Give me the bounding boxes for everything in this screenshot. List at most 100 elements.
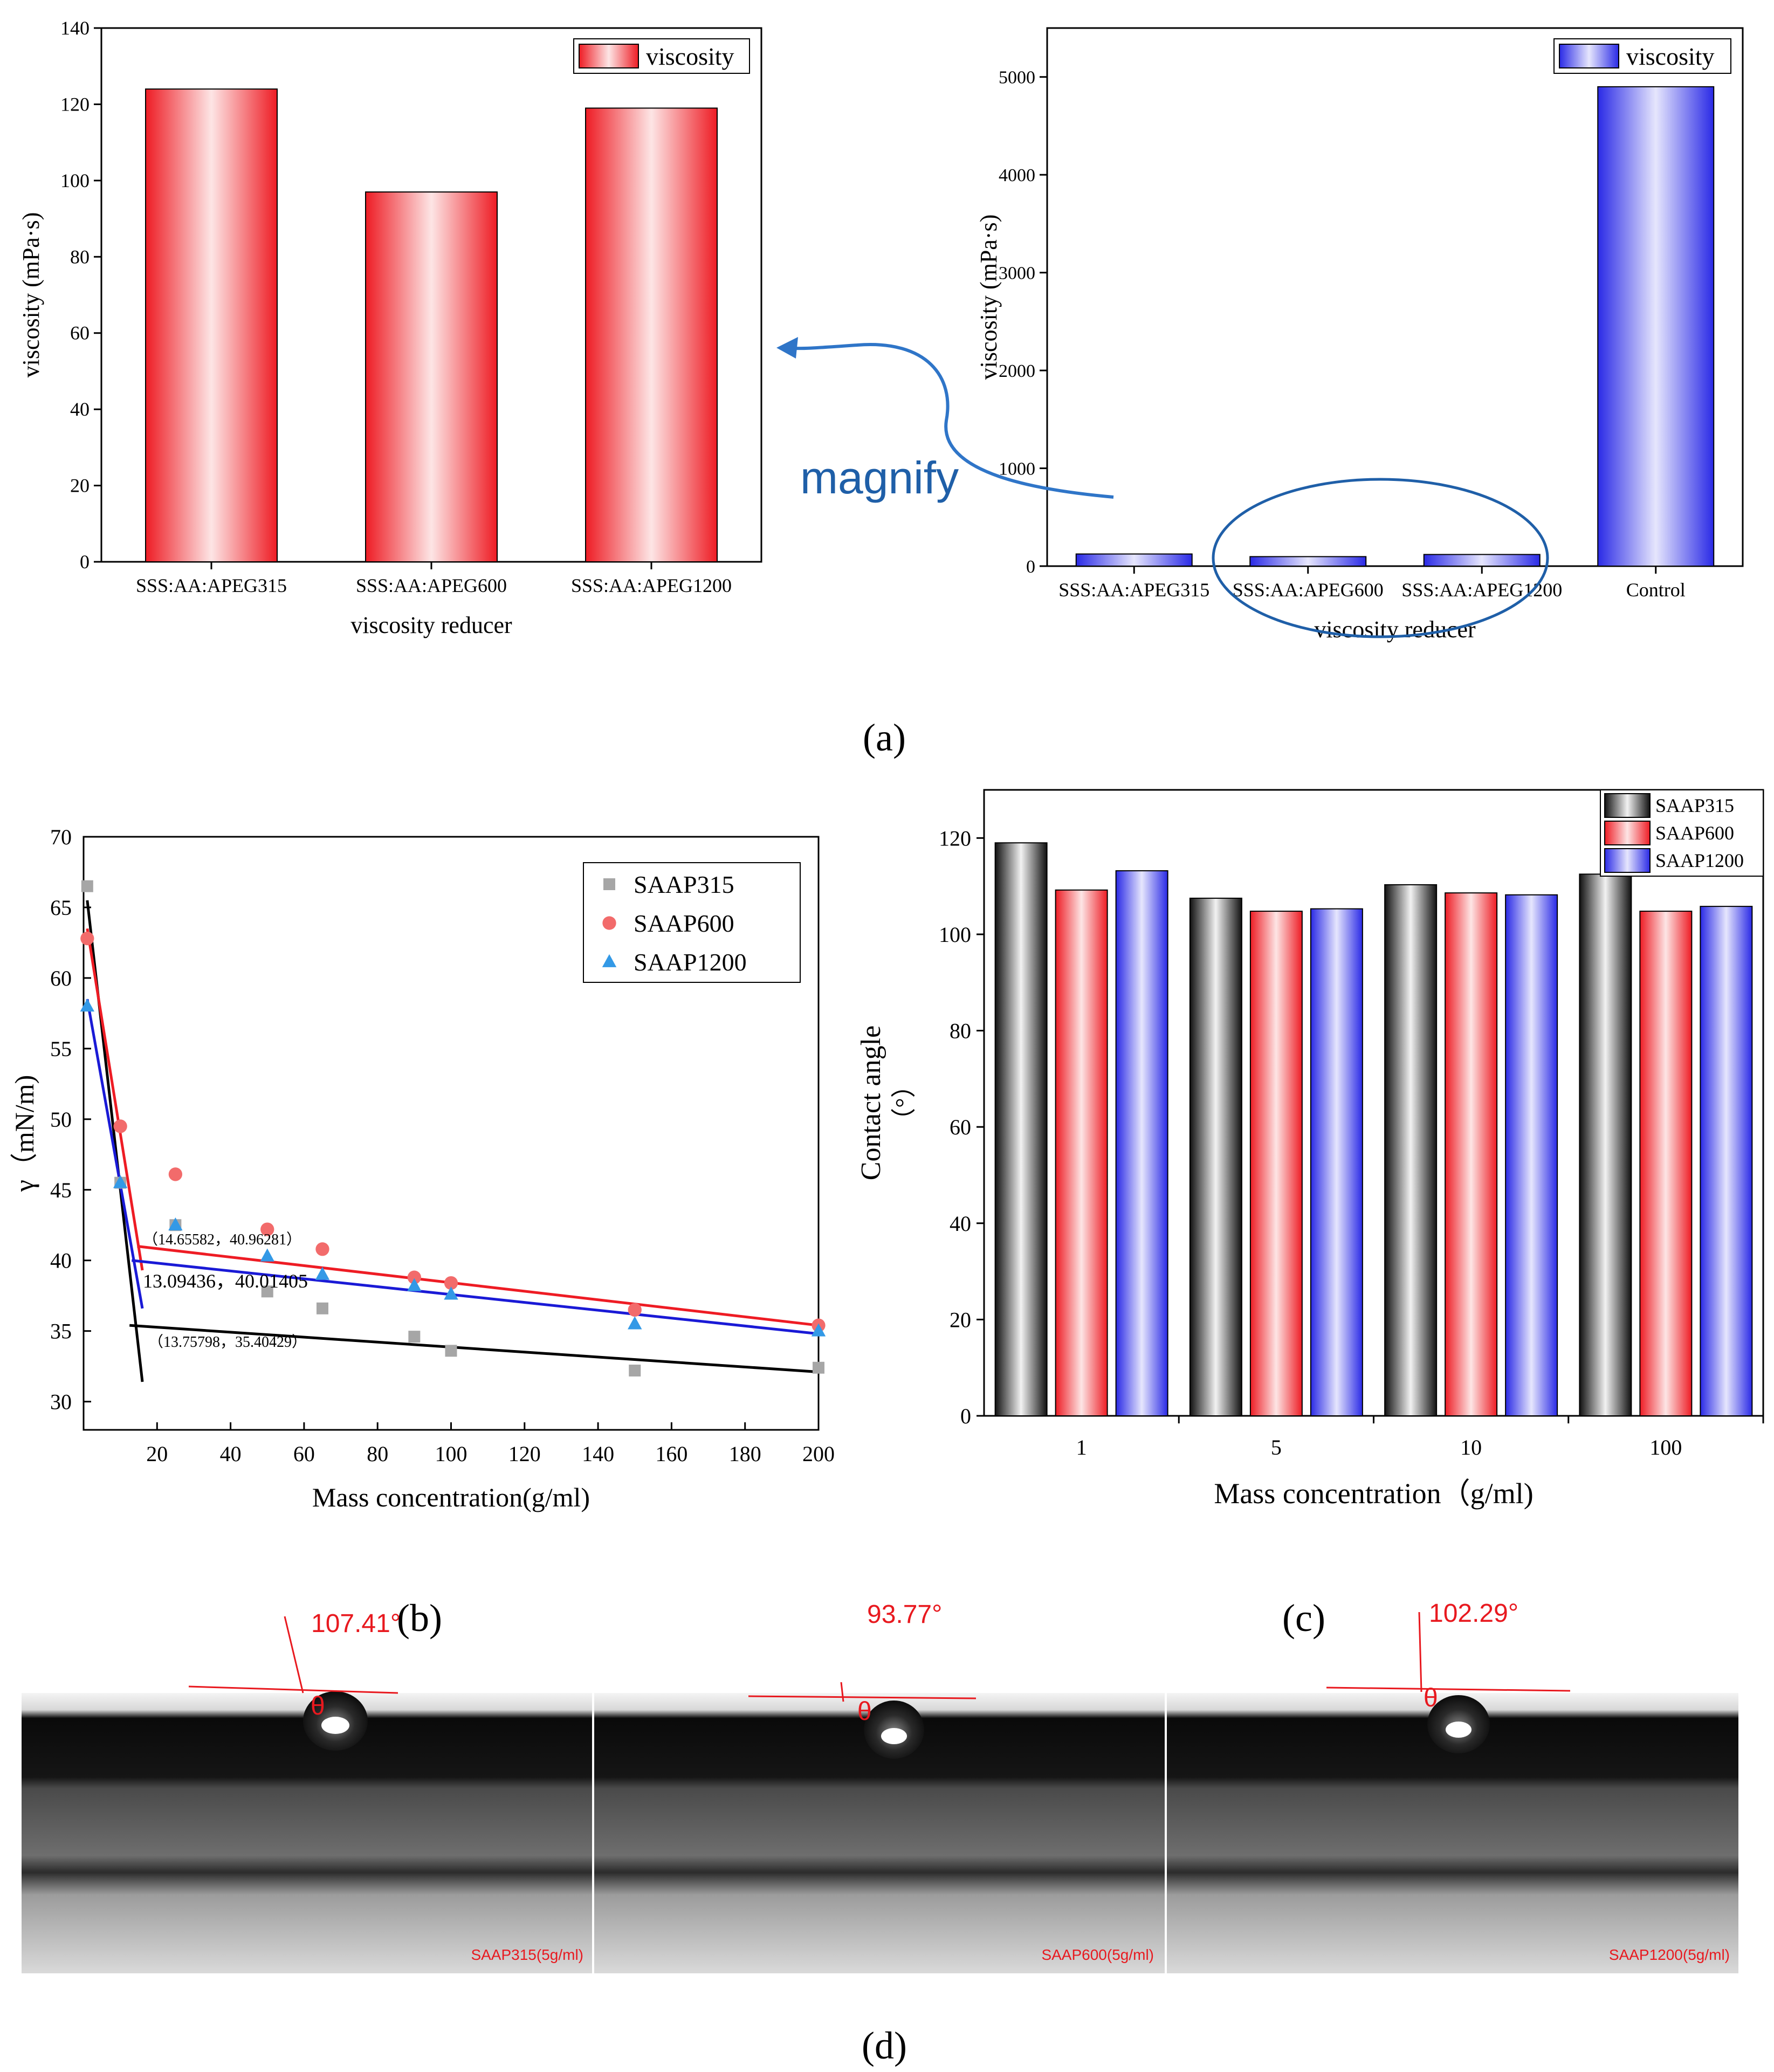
bar bbox=[585, 107, 718, 562]
x-tick-label: 160 bbox=[655, 1442, 687, 1466]
data-point bbox=[444, 1286, 458, 1300]
x-tick-label: 140 bbox=[582, 1442, 614, 1466]
magnify-ellipse bbox=[1212, 478, 1549, 638]
bar bbox=[1249, 911, 1303, 1417]
x-tick-label: Control bbox=[1626, 579, 1686, 601]
x-axis-label: Mass concentration(g/ml) bbox=[312, 1482, 590, 1512]
legend-swatch bbox=[579, 44, 639, 68]
chart-c: 0 20 40 60 80 100 120 1 5 10 100 Mass concentration… bbox=[856, 789, 1764, 1510]
bar bbox=[1505, 894, 1558, 1416]
bar bbox=[1249, 556, 1367, 567]
legend-swatch bbox=[1604, 848, 1651, 873]
legend-label: SAAP600 bbox=[634, 910, 734, 937]
droplet-photo-2: θ 93.77° SAAP600(5g/ml) bbox=[594, 1600, 1165, 1973]
data-point bbox=[408, 1331, 421, 1343]
y-tick-label: 65 bbox=[50, 896, 72, 920]
fit-line bbox=[129, 1324, 819, 1374]
y-tick-label: 0 bbox=[960, 1404, 971, 1428]
y-tick-label: 20 bbox=[70, 475, 90, 497]
magnify-arrow bbox=[784, 343, 1114, 499]
tangent-line bbox=[840, 1682, 844, 1702]
bar bbox=[1639, 911, 1693, 1417]
bar bbox=[1423, 554, 1541, 567]
y-tick-label: 40 bbox=[70, 398, 90, 420]
y-tick-label: 35 bbox=[50, 1319, 72, 1344]
data-point bbox=[113, 1175, 128, 1188]
droplet-photos: θ 107.41° SAAP315(5g/ml) θ 93.77° SAAP60… bbox=[22, 1599, 1738, 1973]
data-point bbox=[811, 1323, 826, 1337]
data-point bbox=[81, 880, 93, 892]
data-point bbox=[80, 998, 95, 1012]
y-tick-label: 0 bbox=[1026, 557, 1035, 577]
x-tick-label: 1 bbox=[1076, 1435, 1087, 1460]
data-point bbox=[628, 1316, 642, 1330]
y-tick-label: 5000 bbox=[999, 68, 1035, 88]
y-tick-label: 120 bbox=[939, 826, 971, 850]
x-tick-label: 5 bbox=[1271, 1435, 1282, 1460]
droplet-photo-1: θ 107.41° SAAP315(5g/ml) bbox=[22, 1609, 592, 1973]
panel-label-d: (d) bbox=[862, 2024, 907, 2067]
photo-caption: SAAP1200(5g/ml) bbox=[1609, 1946, 1730, 1963]
data-point bbox=[260, 1248, 274, 1262]
y-tick-label: 40 bbox=[950, 1211, 971, 1236]
data-point bbox=[260, 1222, 274, 1236]
x-tick-label: 120 bbox=[508, 1442, 541, 1466]
bar bbox=[1579, 873, 1632, 1416]
magnify-annotation: magnify bbox=[776, 337, 1549, 638]
y-tick-label: 100 bbox=[939, 923, 971, 947]
x-tick-label: 20 bbox=[146, 1442, 168, 1466]
baseline-line bbox=[748, 1695, 977, 1699]
bar bbox=[1115, 870, 1168, 1416]
y-tick-label: 4000 bbox=[999, 166, 1035, 185]
y-tick-label: 3000 bbox=[999, 264, 1035, 284]
magnify-label: magnify bbox=[800, 452, 959, 503]
data-point bbox=[261, 1285, 273, 1298]
y-tick-label: 45 bbox=[50, 1178, 72, 1202]
legend-label: SAAP315 bbox=[1655, 795, 1734, 816]
fit-line bbox=[132, 1259, 819, 1336]
x-tick-label: 60 bbox=[293, 1442, 315, 1466]
data-point bbox=[628, 1303, 642, 1317]
contact-angle-label: 102.29° bbox=[1429, 1599, 1518, 1628]
y-tick-label: 120 bbox=[60, 93, 90, 115]
panel-label-c: (c) bbox=[1282, 1596, 1325, 1640]
x-tick-label: 180 bbox=[729, 1442, 761, 1466]
droplet-highlight bbox=[1446, 1722, 1472, 1738]
droplet-highlight bbox=[321, 1717, 349, 1734]
legend-marker bbox=[603, 878, 615, 890]
y-tick-label: 40 bbox=[50, 1249, 72, 1273]
legend-swatch bbox=[1559, 44, 1619, 68]
y-tick-label: 55 bbox=[50, 1037, 72, 1061]
data-point bbox=[315, 1266, 330, 1280]
data-point bbox=[629, 1365, 641, 1376]
y-tick-label: 1000 bbox=[999, 459, 1035, 479]
y-axis-label: Contact angle bbox=[856, 1025, 886, 1180]
baseline-line bbox=[188, 1685, 398, 1694]
x-tick-label: 10 bbox=[1460, 1435, 1482, 1460]
x-tick-label: SSS:AA:APEG1200 bbox=[571, 575, 732, 596]
bar bbox=[994, 842, 1048, 1416]
data-point bbox=[444, 1276, 458, 1290]
baseline-line bbox=[1326, 1686, 1571, 1692]
fit-annotation: 13.09436，40.01405 bbox=[143, 1270, 308, 1292]
fit-annotation: （13.75798，35.40429） bbox=[148, 1333, 307, 1351]
y-tick-label: 50 bbox=[50, 1107, 72, 1132]
contact-angle-label: 107.41° bbox=[311, 1609, 401, 1638]
y-axis-label-unit: （°） bbox=[890, 1073, 918, 1132]
bar bbox=[1700, 906, 1753, 1416]
chart-a-left: 0 20 40 60 80 100 120 140 SSS:AA:APEG315 SSS:AA:A… bbox=[18, 17, 762, 638]
y-axis-label: viscosity (mPa·s) bbox=[975, 215, 1002, 380]
y-tick-label: 20 bbox=[950, 1307, 971, 1332]
photo-caption: SAAP600(5g/ml) bbox=[1041, 1946, 1154, 1963]
fit-line bbox=[86, 928, 144, 1271]
data-point bbox=[113, 1119, 127, 1133]
x-tick-label: SSS:AA:APEG1200 bbox=[1401, 579, 1562, 601]
y-tick-label: 30 bbox=[50, 1390, 72, 1414]
legend-label: viscosity bbox=[646, 43, 734, 70]
droplet-highlight bbox=[881, 1728, 907, 1744]
x-tick-label: 40 bbox=[220, 1442, 242, 1466]
plot-frame bbox=[1046, 27, 1744, 567]
y-tick-label: 80 bbox=[70, 246, 90, 267]
bar bbox=[1055, 889, 1108, 1416]
